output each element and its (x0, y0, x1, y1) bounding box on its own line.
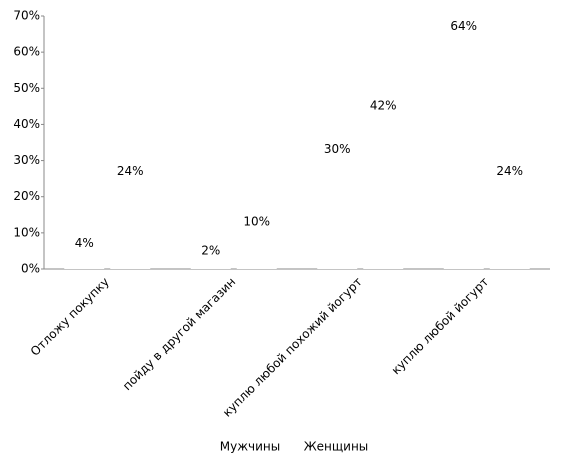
value-label: 64% (450, 19, 477, 33)
y-tick-label: 0% (21, 262, 40, 276)
bar (190, 261, 231, 269)
value-label: 10% (243, 214, 270, 228)
legend-label: Мужчины (220, 440, 280, 454)
x-tick-label: куплю любой похожий йогурт (220, 275, 365, 420)
bar (443, 37, 484, 269)
y-tick-label: 50% (13, 81, 40, 95)
y-tick-label: 60% (13, 45, 40, 59)
x-tick-label: пойду в другой магазин (120, 275, 238, 393)
bar (110, 182, 151, 269)
x-tick-label: куплю любой йогурт (389, 275, 492, 378)
bar (64, 254, 105, 269)
bar (317, 160, 358, 269)
y-tick-label: 20% (13, 189, 40, 203)
value-label: 30% (324, 142, 351, 156)
value-label: 42% (370, 99, 397, 113)
value-label: 2% (201, 243, 220, 257)
bar (363, 117, 404, 269)
x-tick-label: Отложу покупку (28, 275, 112, 359)
legend-label: Женщины (304, 440, 369, 454)
y-tick-label: 40% (13, 117, 40, 131)
value-label: 4% (75, 236, 94, 250)
y-tick-label: 10% (13, 225, 40, 239)
bar (489, 182, 530, 269)
value-label: 24% (117, 164, 144, 178)
value-label: 24% (496, 164, 523, 178)
y-tick-label: 70% (13, 9, 40, 23)
y-tick-label: 30% (13, 153, 40, 167)
bar (236, 232, 277, 269)
